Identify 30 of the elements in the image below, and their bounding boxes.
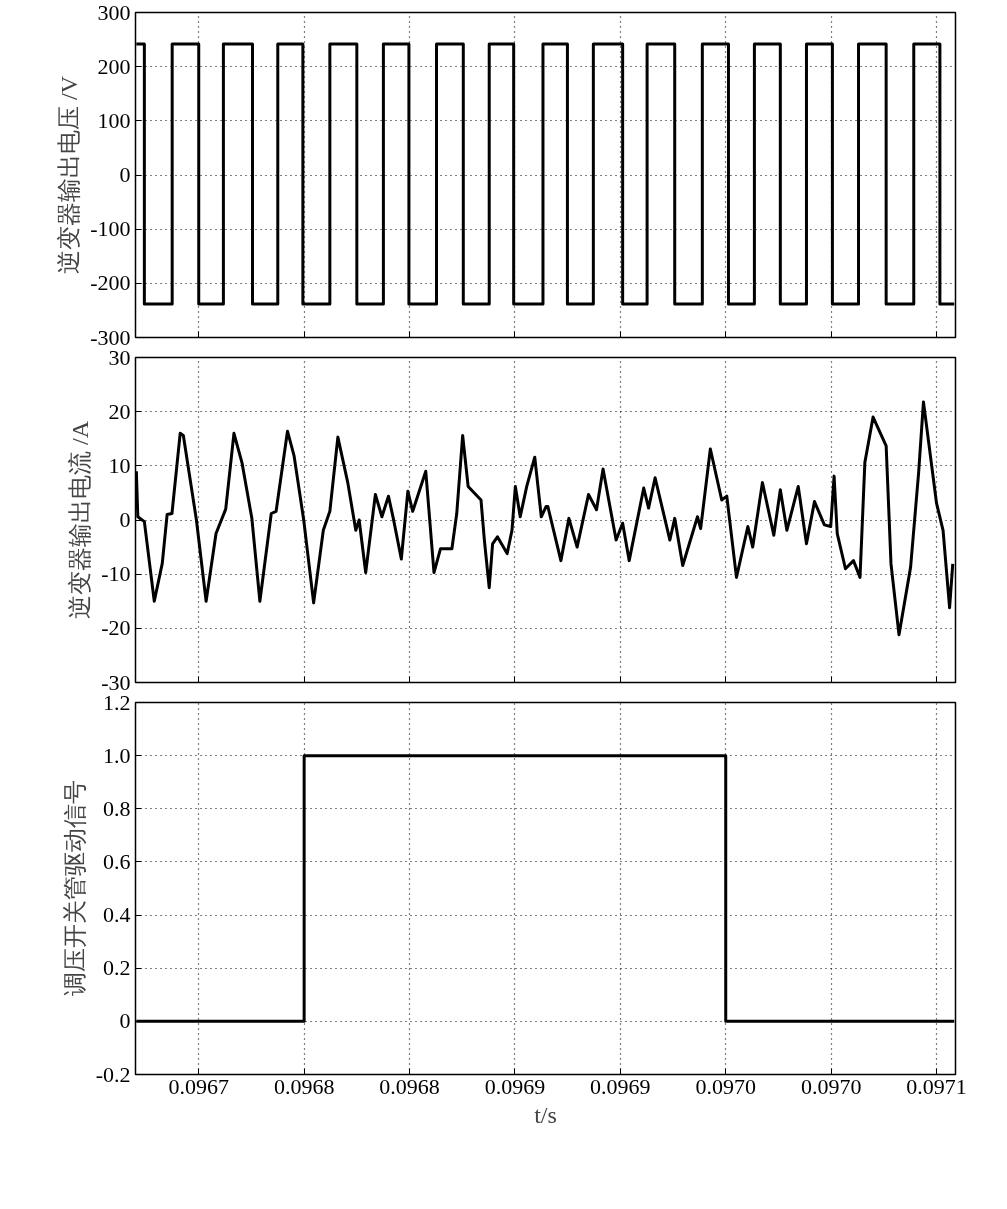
y-axis-title: 调压开关管驱动信号 bbox=[61, 780, 88, 997]
y-tick-label: -20 bbox=[101, 615, 131, 641]
y-tick-label: 300 bbox=[97, 0, 131, 25]
y-tick-label: 0.8 bbox=[103, 795, 131, 821]
y-tick-label: 1.0 bbox=[103, 742, 131, 768]
y-tick-label: 100 bbox=[97, 107, 131, 133]
x-tick-label: 0.0968 bbox=[379, 1073, 440, 1099]
x-tick-label: 0.0970 bbox=[800, 1073, 862, 1099]
y-tick-label: 20 bbox=[108, 398, 131, 424]
y-tick-label: 0.6 bbox=[103, 848, 131, 874]
x-tick-label: 0.0967 bbox=[168, 1073, 229, 1099]
y-axis-title: 逆变器输出电流 /A bbox=[67, 420, 94, 619]
x-tick-label: 0.0969 bbox=[590, 1073, 651, 1099]
x-tick-label: 0.0970 bbox=[695, 1073, 756, 1099]
y-tick-label: -100 bbox=[90, 216, 131, 242]
y-tick-label: 0.4 bbox=[103, 902, 131, 928]
y-axis-title: 逆变器输出电压 /V bbox=[56, 75, 83, 274]
x-tick-label: 0.0968 bbox=[273, 1073, 335, 1099]
y-tick-label: 0 bbox=[119, 507, 131, 532]
y-tick-label: 200 bbox=[97, 53, 131, 79]
y-tick-label: 10 bbox=[108, 452, 131, 478]
y-tick-label: -200 bbox=[90, 270, 131, 296]
x-axis-title: t/s bbox=[534, 1101, 557, 1128]
x-tick-label: 0.0969 bbox=[484, 1073, 546, 1099]
x-tick-label: 0.0971 bbox=[906, 1073, 967, 1099]
y-tick-label: 0 bbox=[119, 162, 131, 187]
y-tick-label: -0.2 bbox=[95, 1061, 131, 1087]
y-tick-label: -10 bbox=[101, 561, 131, 587]
y-tick-label: 0.2 bbox=[103, 955, 131, 981]
y-tick-label: 0 bbox=[119, 1008, 131, 1034]
